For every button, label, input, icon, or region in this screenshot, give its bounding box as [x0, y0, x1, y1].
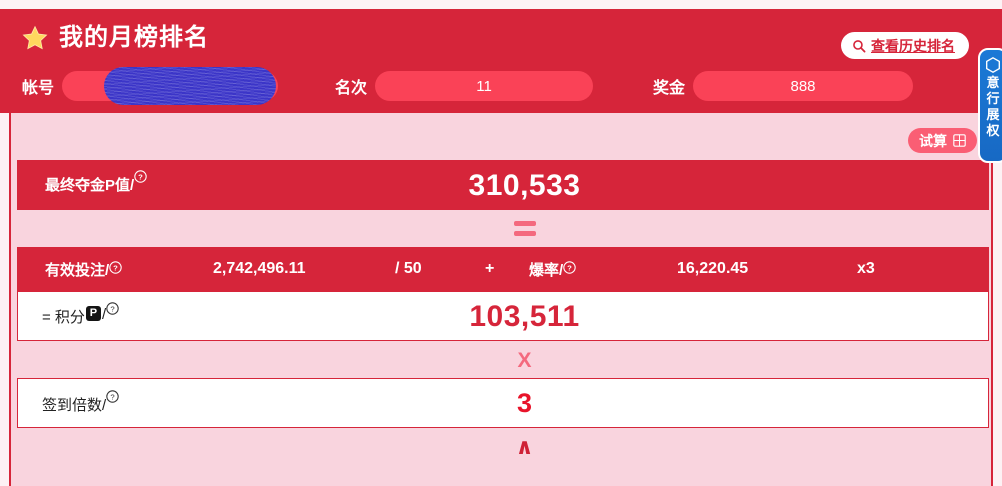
- header-fields: 帐号 名次 11 奖金 888: [0, 67, 1002, 105]
- search-icon: [852, 39, 866, 53]
- field-rank-text: 11: [476, 77, 492, 95]
- formula-plus-operator: +: [485, 260, 495, 277]
- svg-text:?: ?: [113, 263, 118, 272]
- operator-times: X: [17, 341, 989, 378]
- effective-bet-value: 2,742,496.11: [213, 260, 306, 277]
- svg-text:?: ?: [111, 392, 115, 401]
- row-signin-multiplier: 签到倍数/ ? 3: [17, 378, 989, 428]
- header-banner: 我的月榜排名 查看历史排名 帐号 名次: [0, 9, 1002, 113]
- burst-rate-label-text: 爆率/: [529, 261, 564, 279]
- trial-toolbar: 试算: [908, 128, 977, 153]
- question-circle-icon[interactable]: ?: [106, 390, 119, 403]
- points-p-badge: P: [85, 306, 101, 321]
- question-circle-icon[interactable]: ?: [109, 260, 122, 274]
- chevron-up-icon[interactable]: ∧: [515, 433, 534, 459]
- side-tab-char-0: 意: [986, 75, 1000, 90]
- operator-times-symbol: X: [60, 347, 989, 373]
- side-tab-char-3: 权: [986, 123, 1000, 138]
- operator-times-text: X: [517, 348, 532, 372]
- view-history-ranking-label: 查看历史排名: [871, 37, 955, 54]
- field-prize-label: 奖金: [653, 80, 686, 97]
- signin-multiplier-value: 3: [516, 388, 533, 418]
- account-redaction-overlay: [104, 67, 277, 105]
- side-tab-char-2: 展: [986, 107, 1000, 122]
- field-rank-label: 名次: [335, 80, 368, 97]
- calculator-icon: [953, 134, 966, 147]
- top-strip: [0, 0, 1002, 9]
- burst-rate-multiplier: x3: [857, 260, 875, 277]
- final-p-label: 最终夺金P值/ ?: [45, 170, 147, 195]
- field-account: 帐号: [22, 67, 279, 105]
- trial-calculation-label: 试算: [919, 132, 947, 149]
- row-final-p-value: 最终夺金P值/ ? 310,533: [17, 160, 989, 210]
- effective-bet-label-text: 有效投注/: [45, 261, 110, 279]
- points-slash: /: [101, 306, 107, 323]
- calculation-rows: 最终夺金P值/ ? 310,533: [17, 160, 989, 465]
- field-prize-text: 888: [790, 77, 816, 95]
- effective-bet-label: 有效投注/ ?: [45, 247, 122, 291]
- final-p-value: 310,533: [468, 169, 581, 202]
- points-value: 103,511: [469, 300, 580, 333]
- operator-equals-symbol: [60, 216, 989, 242]
- burst-rate-label: 爆率/ ?: [529, 247, 576, 291]
- row-formula: 有效投注/ ? 2,742,496.11 / 50 + 爆率/: [17, 247, 989, 291]
- burst-rate-value: 16,220.45: [677, 260, 749, 277]
- view-history-ranking-button[interactable]: 查看历史排名: [841, 32, 969, 59]
- points-label: = 积分 P / ?: [42, 302, 119, 327]
- row-points: = 积分 P / ? 103,511: [17, 291, 989, 341]
- question-circle-icon[interactable]: ?: [134, 170, 147, 183]
- svg-text:?: ?: [138, 172, 143, 181]
- field-account-label: 帐号: [22, 80, 55, 97]
- field-rank-value[interactable]: 11: [375, 71, 594, 101]
- page-title-text: 我的月榜排名: [59, 24, 209, 51]
- operator-equals: [17, 210, 989, 247]
- page-title: 我的月榜排名: [22, 25, 209, 51]
- side-tab-char-1: 行: [986, 91, 1000, 106]
- collapse-row[interactable]: ∧: [17, 428, 989, 465]
- effective-bet-divisor: / 50: [395, 260, 422, 277]
- trial-calculation-button[interactable]: 试算: [908, 128, 977, 153]
- side-floating-tab[interactable]: 意 行 展 权: [978, 48, 1002, 163]
- field-prize-value[interactable]: 888: [693, 71, 914, 101]
- calculation-panel: 试算 最终夺金P值/ ?: [9, 113, 993, 486]
- field-account-value[interactable]: [62, 67, 279, 105]
- svg-text:?: ?: [110, 304, 114, 313]
- hexagon-icon: [984, 56, 1002, 74]
- question-circle-icon[interactable]: ?: [106, 302, 119, 315]
- svg-text:?: ?: [567, 263, 572, 272]
- question-circle-icon[interactable]: ?: [563, 260, 576, 274]
- signin-multiplier-label-text: 签到倍数/: [42, 397, 107, 414]
- field-prize: 奖金 888: [653, 71, 914, 101]
- points-label-text: = 积分: [42, 309, 85, 326]
- field-rank: 名次 11: [335, 71, 594, 101]
- signin-multiplier-label: 签到倍数/ ?: [42, 390, 119, 415]
- final-p-label-text: 最终夺金P值/: [45, 177, 135, 194]
- star-icon: [22, 25, 48, 51]
